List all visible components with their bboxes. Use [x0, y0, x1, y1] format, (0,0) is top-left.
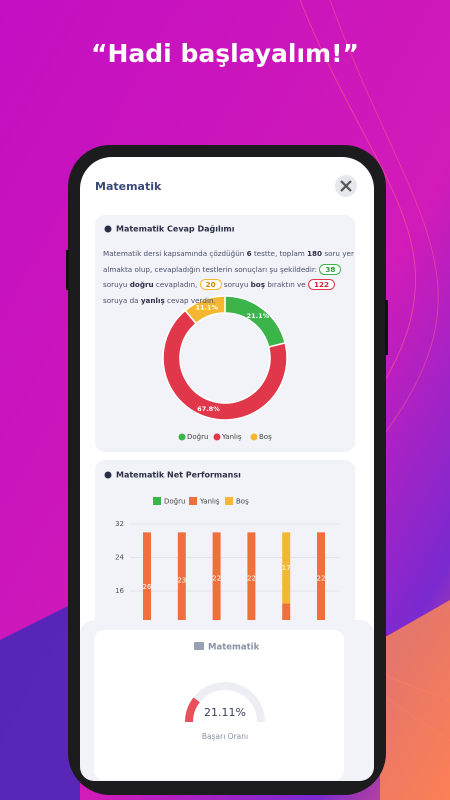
- bar-label: 22: [317, 574, 326, 582]
- donut-chart: 21.1% 67.8% 11.1% Doğru Yanlış Boş: [162, 295, 288, 441]
- summary-segment: soruyu: [221, 280, 251, 289]
- summary-segment: yanlış: [140, 295, 165, 305]
- bar-label: 22: [247, 574, 256, 582]
- summary-segment: testte, toplam: [251, 249, 308, 258]
- decor: [0, 600, 80, 800]
- distribution-card: [95, 215, 355, 452]
- card-title: Matematik Cevap Dağılımı: [116, 225, 235, 234]
- bar-label: 23: [177, 577, 186, 585]
- slice-label: 21.1%: [247, 312, 270, 320]
- bar-segment: [177, 532, 186, 622]
- card-icon: [104, 225, 112, 233]
- summary-segment: Matematik dersi kapsamında çözdüğün: [103, 249, 247, 258]
- gauge-chart: 21.11%: [185, 682, 265, 723]
- y-tick-label: 32: [115, 520, 124, 528]
- card-icon: [194, 642, 204, 650]
- summary-segment: soruya da: [103, 295, 141, 305]
- legend-label: Yanlış: [199, 498, 220, 506]
- legend-swatch: [189, 497, 197, 505]
- bar-segment: [143, 532, 151, 622]
- summary-segment: bıraktın ve: [265, 280, 309, 289]
- phone-button: [66, 250, 69, 290]
- summary-segment: cevap verdin.: [164, 295, 216, 305]
- summary-segment: soru yer almakta olup, cevapladığın test…: [103, 249, 354, 274]
- summary-segment: 38: [319, 263, 342, 275]
- success-title: Matematik: [208, 643, 260, 653]
- legend-dot: [250, 433, 258, 441]
- bar-label: 22: [212, 574, 221, 582]
- slice-label: 67.8%: [197, 405, 220, 413]
- summary-segment: 180: [307, 249, 323, 258]
- legend-swatch: [225, 497, 233, 505]
- phone-button: [385, 300, 388, 355]
- legend-label: Yanlış: [221, 433, 242, 441]
- card-icon: [104, 471, 112, 479]
- bar-segment: [282, 532, 291, 604]
- summary-segment: doğru: [129, 280, 154, 289]
- bar-chart: 16 24 32 Doğru Yanlış Boş 26 23 22 22 17 22: [115, 497, 340, 622]
- bar-label: 17: [282, 564, 291, 572]
- decor: [380, 600, 450, 800]
- bar-segment: [317, 532, 325, 622]
- close-icon: [340, 180, 352, 192]
- gauge-value: [185, 697, 200, 723]
- bar-segment: [282, 603, 291, 622]
- summary-text: Matematik dersi kapsamında çözdüğün 6 te…: [103, 246, 355, 308]
- legend-label: Doğru: [187, 433, 208, 441]
- success-card: [94, 630, 344, 780]
- legend-label: Doğru: [164, 498, 185, 506]
- legend-swatch: [153, 497, 161, 505]
- bar-segment: [212, 532, 221, 622]
- bar-label: 26: [143, 583, 152, 591]
- legend-dot: [213, 433, 221, 441]
- summary-segment: 20: [199, 279, 222, 290]
- summary-segment: cevapladın,: [153, 280, 200, 289]
- summary-segment: 6: [246, 249, 252, 258]
- summary-segment: soruyu: [103, 280, 130, 289]
- headline: “Hadi başlayalım!”: [91, 39, 359, 68]
- card-title: Matematik Net Performansı: [116, 471, 241, 480]
- gauge-label: Başarı Oranı: [202, 732, 248, 741]
- summary-segment: 122: [308, 279, 336, 290]
- legend-label: Boş: [259, 433, 272, 441]
- donut-slice: [162, 309, 288, 421]
- donut-slice: [184, 295, 226, 325]
- bar-segment: [247, 532, 256, 622]
- gauge-value-label: 21.11%: [204, 706, 246, 719]
- slice-label: 11.1%: [195, 304, 218, 312]
- screen-title: Matematik: [95, 180, 162, 193]
- summary-segment: boş: [250, 280, 266, 289]
- y-tick-label: 24: [115, 554, 124, 562]
- y-tick-label: 16: [115, 587, 124, 595]
- legend-label: Boş: [236, 498, 249, 506]
- legend-dot: [178, 433, 186, 441]
